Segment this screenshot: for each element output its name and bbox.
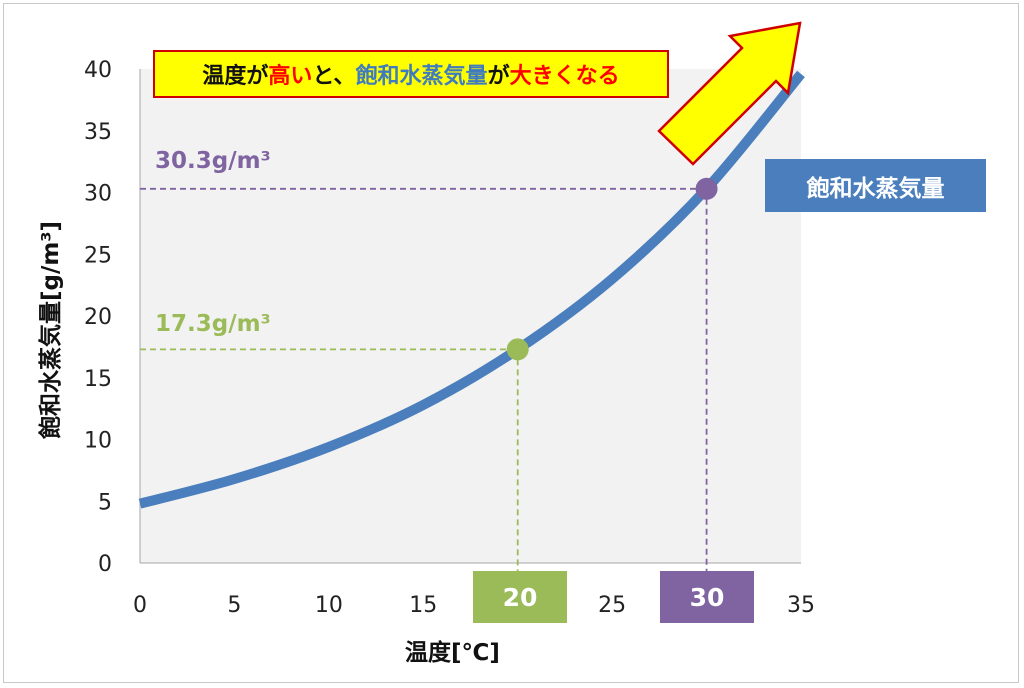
callout-part: が <box>487 64 510 89</box>
y-axis-title: 飽和水蒸気量[g/m³] <box>38 221 64 439</box>
value-label-20: 17.3g/m³ <box>155 311 271 337</box>
y-tick-label: 25 <box>84 243 112 268</box>
data-point-marker <box>695 177 718 200</box>
x-tick-label: 0 <box>133 593 147 618</box>
up-arrow-icon <box>657 21 802 166</box>
x-tick-label: 15 <box>409 593 437 618</box>
y-tick-label: 10 <box>84 429 112 454</box>
x-tick-label: 10 <box>315 593 343 618</box>
callout-part: 高い <box>268 64 313 89</box>
y-tick-label: 35 <box>84 120 112 145</box>
x-highlight-30: 30 <box>660 571 754 623</box>
y-tick-label: 0 <box>98 552 112 577</box>
data-point-marker <box>506 338 529 361</box>
series-legend-label: 飽和水蒸気量 <box>765 159 986 212</box>
value-label-30: 30.3g/m³ <box>155 148 271 174</box>
callout-part: 大きくなる <box>509 64 620 89</box>
callout-part: 温度が <box>202 64 269 89</box>
y-tick-label: 40 <box>84 58 112 83</box>
y-tick-label: 20 <box>84 305 112 330</box>
callout-part: と、 <box>312 64 356 89</box>
headline-callout: 温度が 高い と、 飽和水蒸気量が大きくなる <box>153 50 669 98</box>
x-tick-label: 35 <box>787 593 815 618</box>
x-axis-title: 温度[℃] <box>405 640 500 666</box>
x-tick-label: 25 <box>598 593 626 618</box>
y-tick-label: 30 <box>84 182 112 207</box>
callout-part: 飽和水蒸気量 <box>355 64 488 89</box>
x-highlight-20: 20 <box>473 571 567 623</box>
x-tick-label: 5 <box>227 593 241 618</box>
y-tick-label: 15 <box>84 367 112 392</box>
y-tick-label: 5 <box>98 490 112 515</box>
chart-frame <box>3 3 1019 683</box>
